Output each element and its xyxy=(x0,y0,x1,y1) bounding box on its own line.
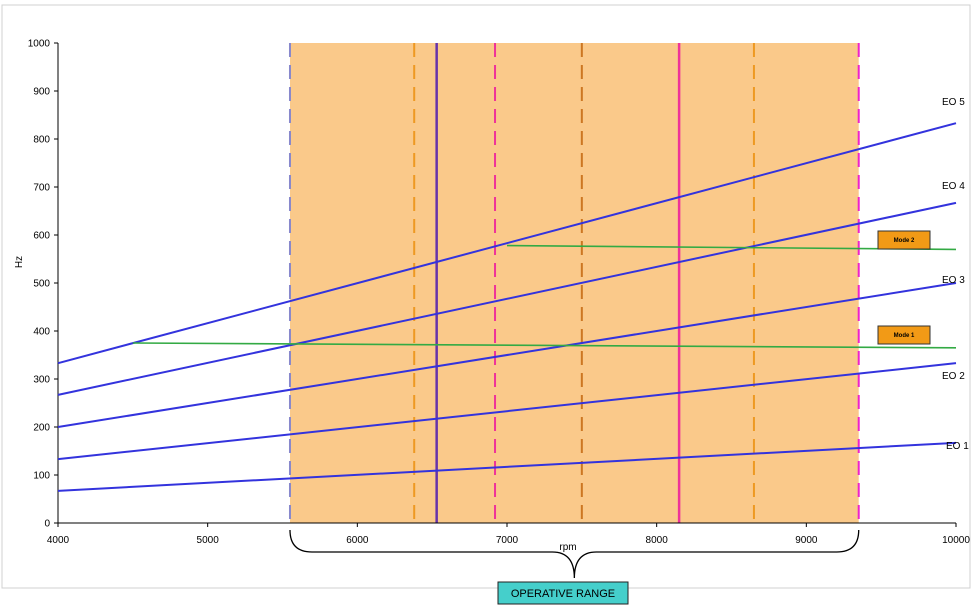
y-tick-label: 700 xyxy=(33,183,50,194)
y-tick-label: 100 xyxy=(33,471,50,482)
eo-label-1: EO 1 xyxy=(946,441,969,452)
y-tick-label: 1000 xyxy=(28,39,51,50)
y-axis-title: Hz xyxy=(14,256,25,268)
eo-label-4: EO 4 xyxy=(942,181,965,192)
mode-1-box xyxy=(877,325,931,345)
eo-line-1 xyxy=(57,441,957,492)
eo-line-4 xyxy=(57,201,957,396)
y-tick-label: 0 xyxy=(44,519,50,530)
y-tick-label: 500 xyxy=(33,279,50,290)
mode-1-label: Mode 1 xyxy=(894,333,915,339)
y-tick-label: 400 xyxy=(33,327,50,338)
x-tick-label: 5000 xyxy=(197,535,220,546)
operative-range-box xyxy=(497,581,629,605)
y-tick-label: 900 xyxy=(33,87,50,98)
eo-label-5: EO 5 xyxy=(942,97,965,108)
x-axis-title: rpm xyxy=(559,542,576,553)
y-tick-label: 200 xyxy=(33,423,50,434)
eo-line-2 xyxy=(57,362,957,461)
x-tick-label: 8000 xyxy=(646,535,669,546)
mode-2-label: Mode 2 xyxy=(894,238,915,244)
operative-range-band xyxy=(289,43,859,523)
y-tick-label: 600 xyxy=(33,231,50,242)
mode-line-1 xyxy=(132,342,957,349)
eo-label-2: EO 2 xyxy=(942,371,965,382)
x-tick-label: 10000 xyxy=(942,535,970,546)
x-tick-label: 6000 xyxy=(346,535,369,546)
eo-line-5 xyxy=(57,122,957,365)
y-tick-label: 800 xyxy=(33,135,50,146)
operative-range-label: OPERATIVE RANGE xyxy=(511,588,615,600)
mode-2-box xyxy=(877,230,931,250)
x-tick-label: 9000 xyxy=(795,535,818,546)
x-tick-label: 7000 xyxy=(496,535,519,546)
eo-label-3: EO 3 xyxy=(942,275,965,286)
eo-line-3 xyxy=(57,282,957,428)
operative-range-brace xyxy=(289,529,860,579)
x-tick-label: 4000 xyxy=(47,535,70,546)
y-tick-label: 300 xyxy=(33,375,50,386)
